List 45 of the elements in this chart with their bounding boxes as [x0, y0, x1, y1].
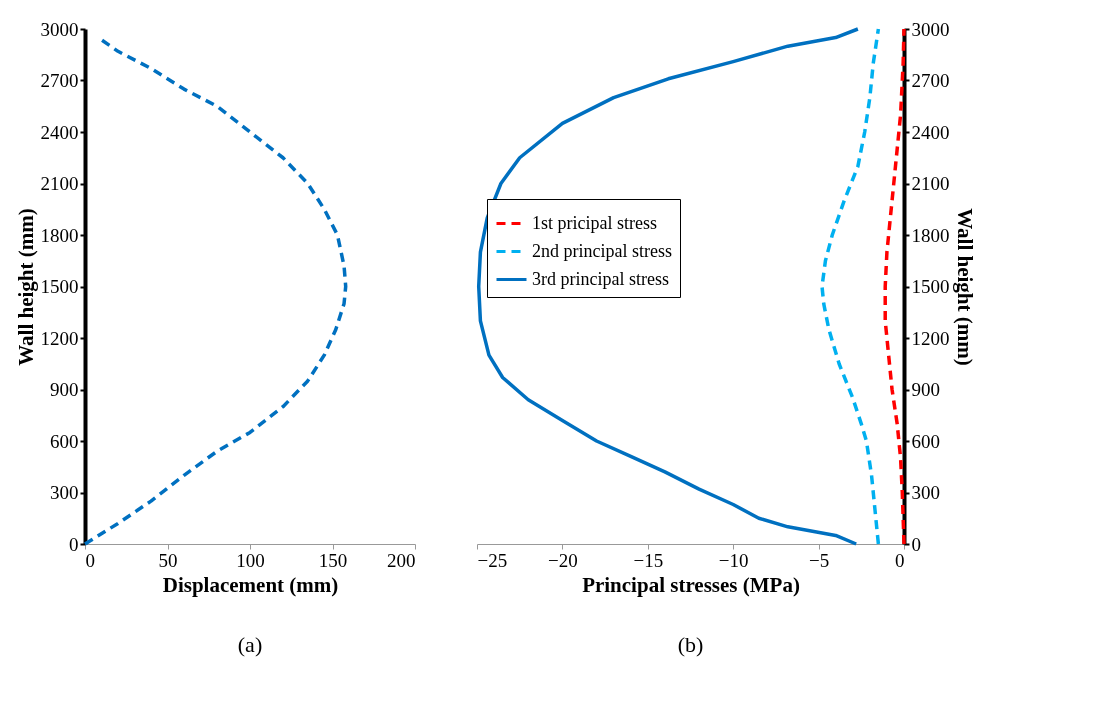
- y-tick-label: 900: [911, 379, 940, 400]
- text: (a): [237, 632, 263, 657]
- x-tick-label: 150: [318, 549, 348, 571]
- y-tick-label: 300: [911, 482, 940, 503]
- y-axis-title: Wall height (mm): [13, 208, 38, 366]
- y-tick-label: 600: [50, 430, 79, 452]
- y-tick-label: 2700: [911, 70, 950, 91]
- legend-label: 2nd principal stress: [532, 240, 672, 261]
- line-series: [820, 27, 881, 546]
- y-axis-title: Wall height (mm): [952, 208, 977, 366]
- x-tick-label: −20: [548, 549, 578, 571]
- x-tick-label: 200: [387, 549, 416, 571]
- text: (b): [677, 632, 704, 657]
- x-tick-label: 0: [895, 549, 905, 571]
- y-tick-label: 1800: [40, 224, 79, 246]
- x-tick-label: −5: [808, 549, 830, 571]
- x-tick-label: 50: [158, 549, 178, 571]
- x-tick-label: 0: [85, 549, 95, 571]
- y-tick-label: 0: [911, 533, 921, 555]
- y-tick-label: 1200: [911, 327, 950, 349]
- x-tick-label: −25: [477, 549, 508, 571]
- x-tick-label: −15: [633, 549, 664, 571]
- y-tick-label: 3000: [40, 18, 79, 40]
- legend-label: 1st pricipal stress: [532, 212, 657, 233]
- y-tick-label: 2100: [911, 173, 950, 194]
- x-axis-title: Displacement (mm): [162, 572, 339, 597]
- legend-label: 3rd principal stress: [532, 268, 669, 289]
- y-tick-label: 2100: [40, 173, 79, 194]
- y-tick-label: 2400: [40, 121, 79, 143]
- y-tick-label: 600: [911, 430, 940, 452]
- y-tick-label: 1500: [911, 276, 950, 297]
- line-series: [883, 27, 906, 546]
- y-tick-label: 2700: [40, 70, 79, 91]
- y-tick-label: 1800: [911, 224, 950, 246]
- y-tick-label: 2400: [911, 121, 950, 143]
- y-tick-label: 1500: [40, 276, 79, 297]
- x-tick-label: −10: [718, 549, 749, 571]
- y-tick-label: 1200: [40, 327, 79, 349]
- line-series: [476, 27, 860, 546]
- y-tick-label: 0: [69, 533, 79, 555]
- y-tick-label: 900: [50, 379, 79, 400]
- y-tick-label: 300: [50, 482, 79, 503]
- y-tick-label: 3000: [911, 18, 950, 40]
- x-tick-label: 100: [236, 549, 265, 571]
- x-axis-title: Principal stresses (MPa): [582, 572, 800, 597]
